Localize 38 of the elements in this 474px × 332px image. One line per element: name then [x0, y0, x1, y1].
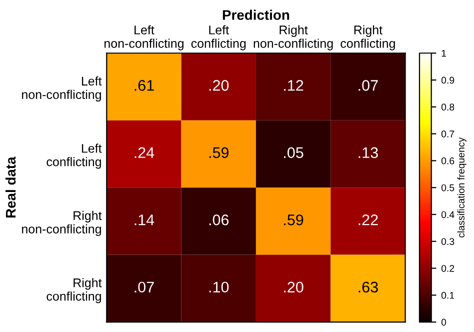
y-tick-label: Right conflicting: [46, 278, 102, 304]
data-label: .07: [358, 80, 378, 91]
data-label: .61: [134, 80, 154, 91]
color-bar-label: 1: [442, 50, 446, 57]
x-tick-label: Right conflicting: [340, 25, 395, 50]
y-axis-title: Real data: [5, 156, 16, 218]
data-label: .59: [209, 147, 229, 158]
color-bar-label: 0.1: [441, 292, 454, 299]
color-bar-label: 0.3: [441, 238, 454, 245]
data-label: .06: [209, 214, 229, 226]
data-label: .12: [284, 80, 304, 91]
data-label: .24: [134, 147, 154, 158]
data-label: .59: [284, 214, 304, 226]
color-bar-label: 0.6: [441, 157, 454, 164]
color-bar-label: 0.8: [441, 104, 454, 111]
data-label: .05: [284, 147, 304, 158]
color-bar-label: 0.7: [441, 130, 454, 138]
color-bar-label: 0.9: [441, 76, 454, 84]
y-tick-label: Left conflicting: [46, 144, 102, 169]
color-bar-title: classification frequency: [457, 137, 466, 238]
data-label: .20: [284, 282, 304, 293]
data-label: .13: [358, 147, 378, 158]
y-tick-label: Right non-conflicting: [22, 210, 102, 236]
color-bar-label: 0.2: [441, 264, 454, 272]
x-tick-label: Left non-conflicting: [104, 25, 184, 50]
x-tick-label: Right non-conflicting: [254, 25, 333, 50]
color-bar-label: 0.4: [441, 211, 454, 218]
data-label: .20: [209, 80, 229, 91]
color-bar-label: 0.5: [441, 184, 454, 192]
data-label: .10: [209, 282, 229, 293]
x-tick-label: Left conflicting: [191, 25, 246, 50]
color-bar-label: 0: [441, 318, 446, 326]
y-tick-label: Left non-conflicting: [22, 76, 102, 102]
chart-title: Prediction: [222, 10, 290, 20]
data-label: .22: [358, 214, 378, 226]
data-label: .07: [134, 282, 154, 293]
data-label: .14: [134, 214, 154, 226]
data-label: .63: [358, 282, 378, 293]
